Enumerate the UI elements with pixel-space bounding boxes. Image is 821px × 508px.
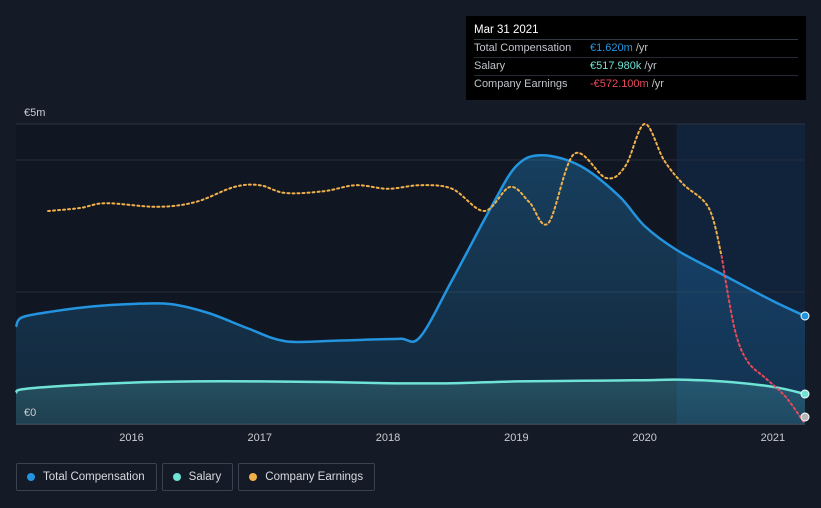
legend-label: Company Earnings: [265, 471, 364, 483]
legend-dot-icon: [172, 473, 181, 481]
salary-line: [14, 378, 806, 396]
total-compensation-line: [14, 153, 806, 344]
company-earnings-end-dot: [800, 412, 810, 422]
total-compensation-area: [16, 155, 805, 424]
x-tick-label: 2020: [632, 432, 656, 444]
legend: Total Compensation Salary Company Earnin…: [16, 463, 376, 491]
tooltip-row-total-compensation: Total Compensation €1.620m /yr: [474, 40, 798, 58]
tooltip-date: Mar 31 2021: [474, 22, 798, 40]
tooltip-label: Salary: [474, 60, 506, 72]
salary-end-dot: [800, 389, 810, 399]
company-earnings-line: [47, 123, 723, 257]
tooltip-unit: /yr: [635, 42, 649, 54]
x-tick-label: 2021: [761, 432, 785, 444]
x-tick-label: 2019: [504, 432, 528, 444]
tooltip: Mar 31 2021 Total Compensation €1.620m /…: [466, 16, 806, 100]
y-tick-label-zero: €0: [24, 407, 36, 419]
tooltip-row-salary: Salary €517.980k /yr: [474, 58, 798, 76]
company-earnings-forecast-line: [720, 255, 806, 425]
y-tick-label-max: €5m: [24, 107, 45, 119]
tooltip-unit: /yr: [651, 78, 664, 90]
legend-dot-icon: [249, 473, 258, 481]
legend-dot-icon: [27, 473, 35, 481]
legend-label: Total Compensation: [43, 471, 145, 483]
legend-item-company-earnings[interactable]: Company Earnings: [238, 463, 376, 491]
legend-label: Salary: [188, 471, 222, 483]
tooltip-row-company-earnings: Company Earnings -€572.100m /yr: [474, 76, 798, 93]
total-compensation-end-dot: [800, 311, 810, 321]
tooltip-unit: /yr: [644, 60, 657, 72]
tooltip-value: -€572.100m: [590, 78, 649, 90]
x-tick-label: 2017: [248, 432, 272, 444]
tooltip-value: €1.620m: [590, 42, 633, 54]
tooltip-value: €517.980k: [590, 60, 642, 72]
x-tick-label: 2016: [119, 432, 143, 444]
tooltip-label: Company Earnings: [474, 78, 568, 90]
legend-item-total-compensation[interactable]: Total Compensation: [16, 463, 157, 491]
tooltip-label: Total Compensation: [474, 42, 572, 54]
x-tick-label: 2018: [376, 432, 400, 444]
legend-item-salary[interactable]: Salary: [161, 463, 234, 491]
